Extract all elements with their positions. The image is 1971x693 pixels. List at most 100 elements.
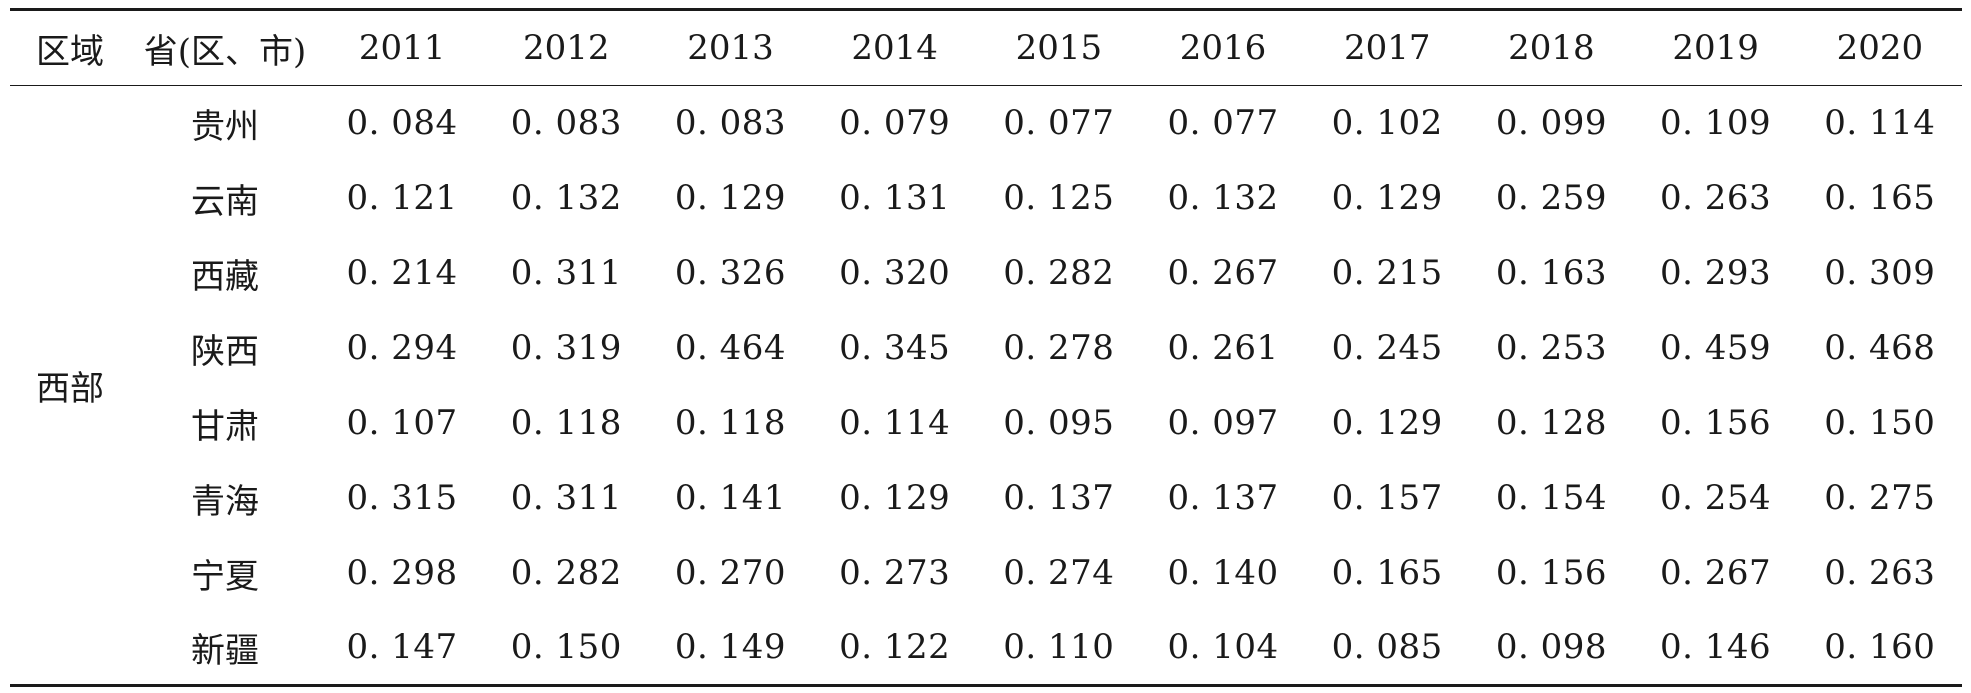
value-cell: 0. 149 (674, 627, 787, 668)
value-cell: 0. 077 (1167, 103, 1279, 144)
value-cell: 0. 464 (674, 328, 787, 368)
value-cell: 0. 320 (839, 253, 951, 293)
value-cell: 0. 278 (1003, 328, 1115, 368)
province-cell: 贵州 (191, 106, 259, 147)
table-header: 区域 省(区、市) 2011 2012 2013 2014 2015 2016 2017 20… (10, 9, 1962, 86)
value-cell: 0. 109 (1660, 103, 1772, 144)
value-cell: 0. 114 (1824, 103, 1936, 144)
value-cell: 0. 315 (346, 478, 458, 518)
province-cell: 西藏 (191, 256, 259, 297)
province-cell: 云南 (191, 181, 259, 222)
header-year: 2011 (358, 28, 446, 68)
value-cell: 0. 156 (1495, 553, 1607, 593)
value-cell: 0. 102 (1331, 103, 1443, 144)
value-cell: 0. 293 (1660, 253, 1772, 293)
value-cell: 0. 118 (510, 403, 622, 443)
province-cell: 甘肃 (191, 406, 259, 447)
value-cell: 0. 132 (510, 178, 622, 218)
value-cell: 0. 129 (1331, 403, 1443, 443)
value-cell: 0. 095 (1003, 403, 1115, 443)
value-cell: 0. 270 (674, 553, 787, 593)
value-cell: 0. 097 (1167, 403, 1279, 443)
value-cell: 0. 294 (346, 328, 458, 368)
value-cell: 0. 319 (510, 328, 622, 368)
region-cell: 西部 (36, 368, 104, 409)
value-cell: 0. 122 (839, 627, 951, 668)
header-year: 2012 (523, 28, 610, 68)
value-cell: 0. 311 (510, 478, 622, 518)
value-cell: 0. 311 (510, 253, 622, 293)
value-cell: 0. 128 (1495, 403, 1607, 443)
value-cell: 0. 263 (1824, 553, 1936, 593)
value-cell: 0. 214 (346, 253, 458, 293)
value-cell: 0. 147 (346, 627, 458, 668)
header-region: 区域 (36, 31, 104, 72)
value-cell: 0. 275 (1824, 478, 1936, 518)
value-cell: 0. 282 (510, 553, 622, 593)
value-cell: 0. 150 (1824, 403, 1936, 443)
value-cell: 0. 125 (1003, 178, 1115, 218)
province-cell: 宁夏 (191, 556, 259, 597)
header-year: 2020 (1836, 28, 1924, 68)
value-cell: 0. 263 (1660, 178, 1772, 218)
value-cell: 0. 098 (1495, 627, 1607, 668)
value-cell: 0. 104 (1167, 627, 1279, 668)
value-cell: 0. 259 (1495, 178, 1607, 218)
value-cell: 0. 083 (674, 103, 787, 144)
value-cell: 0. 114 (839, 403, 951, 443)
value-cell: 0. 118 (674, 403, 787, 443)
table-row: 宁夏 0. 298 0. 282 0. 270 0. 273 0. 274 0. 140 0.… (10, 536, 1962, 611)
value-cell: 0. 129 (839, 478, 951, 518)
value-cell: 0. 146 (1660, 627, 1772, 668)
province-cell: 陕西 (191, 331, 259, 372)
value-cell: 0. 273 (839, 553, 951, 593)
value-cell: 0. 309 (1824, 253, 1936, 293)
value-cell: 0. 282 (1003, 253, 1115, 293)
value-cell: 0. 274 (1003, 553, 1115, 593)
value-cell: 0. 261 (1167, 328, 1279, 368)
value-cell: 0. 253 (1495, 328, 1607, 368)
value-cell: 0. 137 (1003, 478, 1115, 518)
header-year: 2016 (1179, 28, 1267, 68)
value-cell: 0. 141 (674, 478, 787, 518)
table-row: 云南 0. 121 0. 132 0. 129 0. 131 0. 125 0. 132 0.… (10, 161, 1962, 236)
province-cell: 青海 (191, 481, 259, 522)
value-cell: 0. 099 (1495, 103, 1607, 144)
value-cell: 0. 459 (1660, 328, 1772, 368)
value-cell: 0. 150 (510, 627, 622, 668)
value-cell: 0. 083 (510, 103, 622, 144)
table-row: 甘肃 0. 107 0. 118 0. 118 0. 114 0. 095 0. 097 0.… (10, 386, 1962, 461)
value-cell: 0. 077 (1003, 103, 1115, 144)
value-cell: 0. 140 (1167, 553, 1279, 593)
value-cell: 0. 298 (346, 553, 458, 593)
value-cell: 0. 157 (1331, 478, 1443, 518)
value-cell: 0. 110 (1003, 627, 1115, 668)
header-year: 2017 (1343, 28, 1431, 68)
value-cell: 0. 468 (1824, 328, 1936, 368)
table-row: 西部 贵州 0. 084 0. 083 0. 083 0. 079 0. 077 0. 077… (10, 86, 1962, 408)
value-cell: 0. 326 (674, 253, 787, 293)
value-cell: 0. 165 (1824, 178, 1936, 218)
value-cell: 0. 267 (1167, 253, 1279, 293)
value-cell: 0. 129 (1331, 178, 1443, 218)
value-cell: 0. 121 (346, 178, 458, 218)
value-cell: 0. 267 (1660, 553, 1772, 593)
value-cell: 0. 163 (1495, 253, 1607, 293)
province-cell: 新疆 (191, 630, 259, 671)
header-year: 2014 (851, 28, 938, 68)
table-body: 西部 贵州 0. 084 0. 083 0. 083 0. 079 0. 077 0. 077… (10, 86, 1962, 686)
value-cell: 0. 107 (346, 403, 458, 443)
value-cell: 0. 079 (839, 103, 951, 144)
table-row: 陕西 0. 294 0. 319 0. 464 0. 345 0. 278 0. 261 0.… (10, 311, 1962, 386)
value-cell: 0. 154 (1495, 478, 1607, 518)
value-cell: 0. 137 (1167, 478, 1279, 518)
value-cell: 0. 129 (674, 178, 787, 218)
header-year: 2019 (1672, 28, 1759, 68)
value-cell: 0. 345 (839, 328, 951, 368)
header-row: 区域 省(区、市) 2011 2012 2013 2014 2015 2016 2017 20… (10, 9, 1962, 86)
header-province: 省(区、市) (143, 31, 307, 72)
value-cell: 0. 156 (1660, 403, 1772, 443)
value-cell: 0. 084 (346, 103, 458, 144)
header-year: 2018 (1508, 28, 1595, 68)
